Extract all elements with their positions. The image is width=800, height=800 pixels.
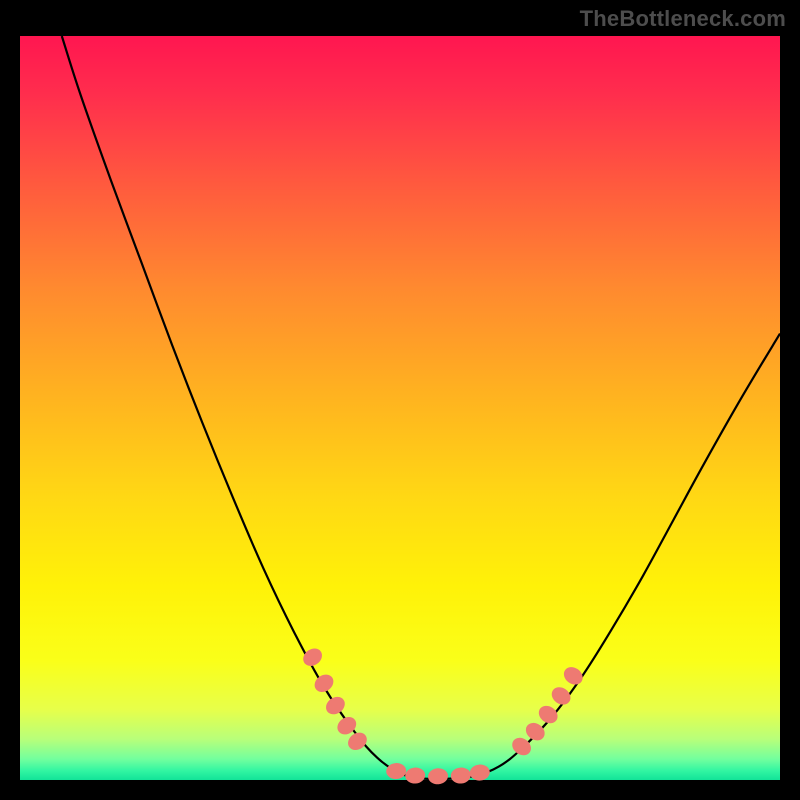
bottleneck-chart — [0, 0, 800, 800]
watermark-text: TheBottleneck.com — [580, 6, 786, 32]
plot-background — [20, 36, 780, 780]
chart-root: TheBottleneck.com — [0, 0, 800, 800]
